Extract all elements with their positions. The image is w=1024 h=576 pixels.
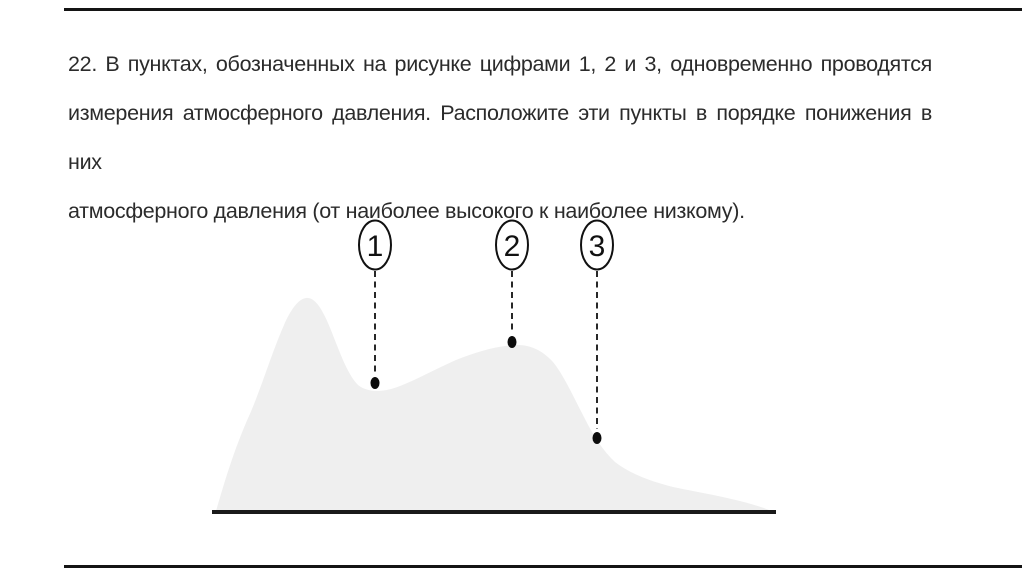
point-label-1: 1 [367,230,384,263]
point-label-3: 3 [589,230,606,263]
point-dot-1 [370,377,380,389]
point-marker-1: 1 [358,219,392,389]
point-dot-3 [592,432,602,444]
point-circle-3 [580,219,614,271]
terrain-silhouette [216,297,770,511]
point-marker-2: 2 [495,219,529,348]
question-line-1: 22. В пунктах, обозначенных на рисунке ц… [68,52,932,76]
bottom-divider [64,565,1022,568]
point-circle-1 [358,219,392,271]
point-marker-3: 3 [580,219,614,444]
top-divider [64,8,1022,11]
point-dot-2 [507,336,517,348]
question-text: 22. В пунктах, обозначенных на рисунке ц… [68,40,932,236]
ground-baseline [212,510,776,514]
question-line-3: атмосферного давления (от наиболее высок… [68,199,745,223]
point-label-2: 2 [504,230,521,263]
question-line-2: измерения атмосферного давления. Располо… [68,101,932,174]
point-circle-2 [495,219,529,271]
